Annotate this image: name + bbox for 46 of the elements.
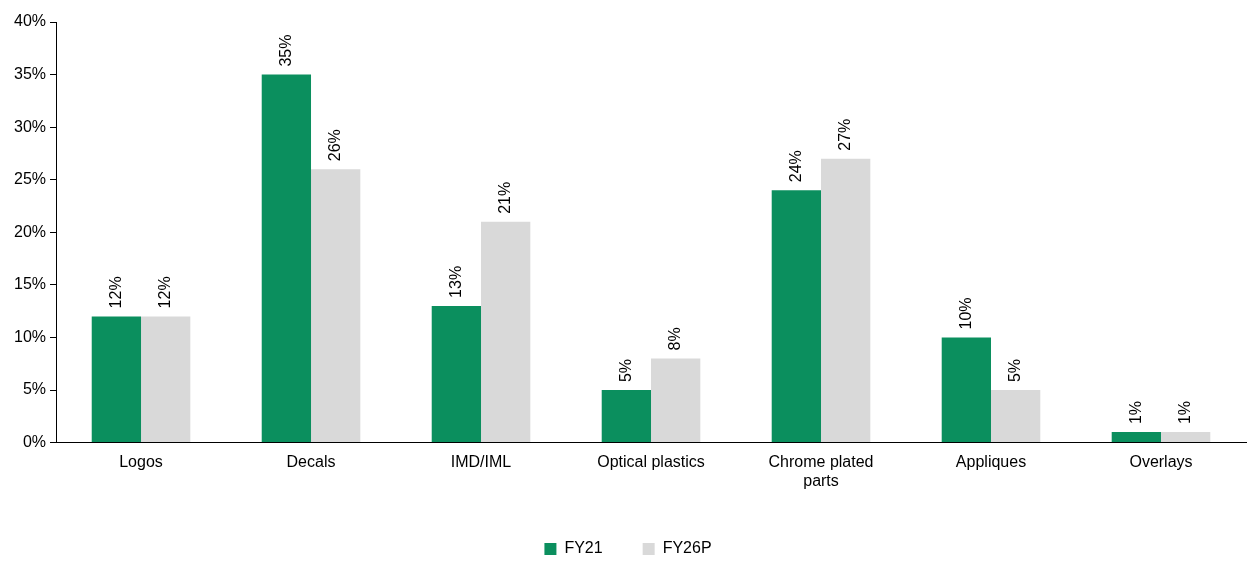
bar <box>311 169 361 443</box>
bar <box>1161 432 1211 443</box>
data-label: 13% <box>446 265 464 298</box>
bar <box>1111 432 1161 443</box>
bar <box>771 190 822 443</box>
bar <box>141 316 191 443</box>
data-label: 5% <box>616 358 634 383</box>
data-label: 27% <box>836 118 854 151</box>
bar <box>261 74 312 443</box>
data-label: 24% <box>786 150 804 183</box>
y-tick-label: 0% <box>22 433 47 451</box>
data-label: 1% <box>1176 400 1194 425</box>
x-tick-label: IMD/IML <box>450 452 512 470</box>
legend-label: FY21 <box>564 539 603 557</box>
bar <box>431 305 482 443</box>
x-tick-label: Logos <box>119 452 163 470</box>
y-tick-label: 25% <box>13 170 47 188</box>
y-tick-label: 10% <box>13 327 47 345</box>
y-tick-label: 5% <box>22 380 47 398</box>
data-label: 1% <box>1126 400 1144 425</box>
data-label: 26% <box>326 129 344 162</box>
data-label: 8% <box>666 327 684 351</box>
legend-label: FY26P <box>662 539 712 557</box>
x-tick-label: Chrome plated parts <box>768 452 874 489</box>
bar <box>821 158 871 443</box>
y-tick-label: 40% <box>13 12 47 30</box>
bar <box>91 316 142 443</box>
data-label: 5% <box>1006 358 1024 383</box>
bar <box>941 337 992 443</box>
bar <box>601 390 652 443</box>
y-tick-label: 15% <box>13 275 47 293</box>
data-label: 35% <box>276 34 294 67</box>
y-tick-label: 30% <box>13 117 47 135</box>
bar <box>481 221 531 443</box>
data-label: 10% <box>956 297 974 330</box>
data-label: 12% <box>156 276 174 309</box>
y-tick-label: 35% <box>13 64 47 82</box>
data-label: 12% <box>106 276 124 309</box>
x-tick-label: Overlays <box>1129 452 1193 470</box>
data-label: 21% <box>496 181 514 214</box>
bar <box>651 358 701 443</box>
x-tick-label: Decals <box>286 452 336 470</box>
y-tick-label: 20% <box>13 222 47 240</box>
x-tick-label: Appliques <box>955 452 1027 470</box>
x-tick-label: Optical plastics <box>597 452 705 470</box>
bar <box>991 390 1041 443</box>
